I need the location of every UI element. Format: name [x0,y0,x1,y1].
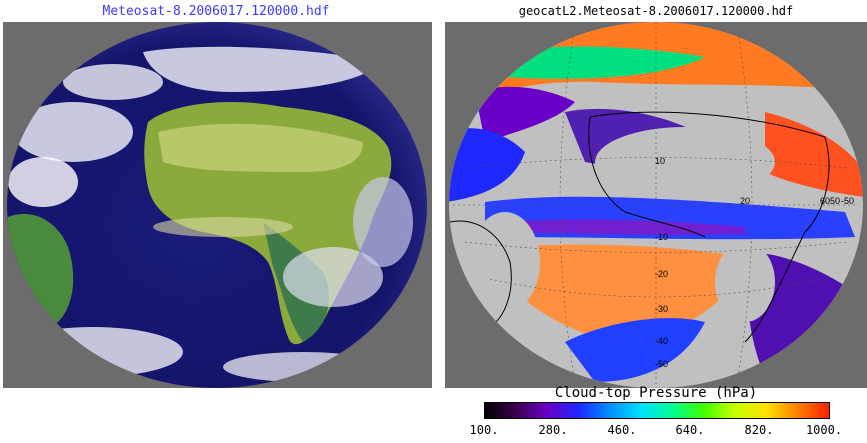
visible-satellite-image-frame [3,22,432,388]
colorbar-tick-label: 460. [607,423,637,437]
right-image-title: geocatL2.Meteosat-8.2006017.120000.hdf [518,4,794,18]
left-image-title: Meteosat-8.2006017.120000.hdf [102,4,330,19]
graticule-label: -20 [655,269,668,279]
colorbar-tick-label: 100. [469,423,499,437]
colorbar-tick-label: 1000. [805,423,843,437]
graticule-label: -40 [655,336,668,346]
graticule-label: -50 [841,196,854,206]
graticule-label: -30 [655,304,668,314]
colorbar-tick-label: 820. [744,423,774,437]
graticule-label: -50 [655,359,668,369]
graticule-label: 50 [830,196,840,206]
graticule-label: 60 [820,196,830,206]
graticule-label: 20 [740,196,750,206]
colorbar-title: Cloud-top Pressure (hPa) [554,385,758,401]
colorbar-tick-label: 640. [675,423,705,437]
cloud-top-pressure-disk: 10 -10 -20 -30 -40 -50 20 60 50 -50 [449,22,863,388]
visible-earth-disk [7,22,427,388]
cloud-top-pressure-image-frame: 10 -10 -20 -30 -40 -50 20 60 50 -50 [445,22,867,388]
graticule-label: -10 [655,232,668,242]
graticule-label: 10 [655,156,665,166]
colorbar-tick-label: 280. [538,423,568,437]
colorbar [484,402,830,419]
